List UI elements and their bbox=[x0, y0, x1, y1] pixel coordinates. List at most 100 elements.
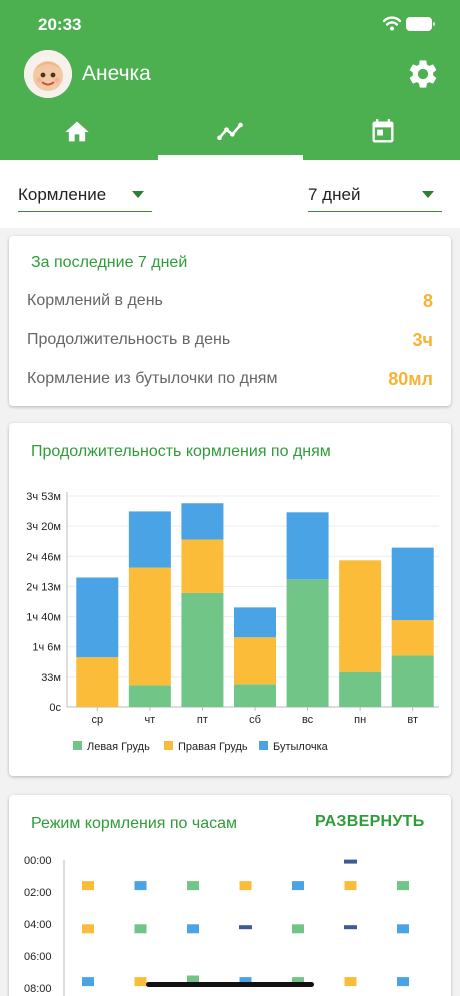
active-tab-indicator bbox=[158, 155, 303, 160]
feeding-mark bbox=[134, 977, 147, 987]
feeding-mark bbox=[82, 881, 94, 891]
chevron-down-icon bbox=[132, 191, 144, 198]
battery-icon bbox=[406, 17, 435, 31]
wifi-icon bbox=[382, 16, 402, 31]
feeding-mark bbox=[134, 881, 147, 891]
feeding-mark bbox=[239, 881, 252, 891]
legend-label: Правая Грудь bbox=[178, 741, 248, 753]
category-select[interactable]: Кормление bbox=[18, 178, 152, 212]
y-tick-label: 33м bbox=[41, 672, 61, 684]
x-tick-label: сб bbox=[249, 714, 261, 726]
hourly-chart-title: Режим кормления по часам bbox=[31, 815, 238, 832]
stat-value-duration: 3ч bbox=[412, 330, 433, 350]
gear-icon bbox=[409, 60, 437, 88]
feeding-mark bbox=[187, 881, 199, 891]
y-tick-label: 1ч 6м bbox=[32, 642, 61, 654]
status-time: 20:33 bbox=[38, 15, 82, 34]
feeding-mark bbox=[397, 977, 409, 987]
feeding-mark bbox=[397, 881, 409, 891]
feeding-mark bbox=[82, 924, 94, 934]
y-tick-label: 1ч 40м bbox=[26, 612, 61, 624]
legend-swatch bbox=[164, 741, 173, 750]
y-tick-label: 00:00 bbox=[24, 855, 52, 867]
x-tick-label: пн bbox=[354, 714, 366, 726]
y-tick-label: 04:00 bbox=[24, 919, 52, 931]
x-tick-label: вс bbox=[302, 714, 314, 726]
home-icon bbox=[64, 121, 89, 142]
trend-icon bbox=[216, 122, 243, 141]
tab-calendar[interactable] bbox=[306, 104, 459, 160]
feeding-mark bbox=[344, 977, 357, 987]
feeding-mark bbox=[239, 925, 252, 930]
legend-swatch bbox=[259, 741, 268, 750]
bar-segment bbox=[181, 539, 224, 593]
legend-swatch bbox=[73, 741, 82, 750]
bar-segment bbox=[234, 637, 276, 685]
bar-segment bbox=[286, 579, 329, 707]
bar-segment bbox=[128, 511, 171, 568]
x-tick-label: ср bbox=[91, 714, 103, 726]
duration-chart: 0с 33м 1ч 6м 1ч 40м 2ч 13м 2ч 46м 3ч 20м 3ч 53м… bbox=[26, 491, 439, 753]
bar-segment bbox=[234, 684, 276, 707]
y-tick-label: 3ч 20м bbox=[26, 521, 61, 533]
y-tick-label: 0с bbox=[49, 702, 61, 714]
x-tick-label: вт bbox=[407, 714, 418, 726]
y-tick-label: 02:00 bbox=[24, 887, 52, 899]
duration-chart-title: Продолжительность кормления по дням bbox=[31, 443, 331, 460]
hourly-chart-card: Режим кормления по часам РАЗВЕРНУТЬ 00:0… bbox=[9, 795, 451, 996]
y-tick-label: 06:00 bbox=[24, 951, 52, 963]
bar-segment bbox=[391, 655, 434, 707]
avatar[interactable] bbox=[24, 50, 72, 98]
y-tick-label: 2ч 46м bbox=[26, 551, 61, 563]
bar-segment bbox=[286, 512, 329, 580]
feeding-mark bbox=[344, 859, 357, 864]
tab-home[interactable] bbox=[0, 104, 153, 160]
feeding-mark bbox=[344, 925, 357, 930]
filter-bar: Кормление 7 дней bbox=[0, 160, 460, 228]
legend-label: Бутылочка bbox=[273, 741, 329, 753]
y-tick-label: 2ч 13м bbox=[26, 581, 61, 593]
bar-segment bbox=[391, 620, 434, 656]
feeding-mark bbox=[82, 977, 94, 987]
category-select-value: Кормление bbox=[18, 185, 107, 204]
bar-segment bbox=[181, 592, 224, 707]
bar-segment bbox=[181, 503, 224, 540]
stat-label-feeds: Кормлений в день bbox=[27, 292, 163, 309]
tab-trends[interactable] bbox=[153, 104, 306, 160]
duration-chart-card: Продолжительность кормления по дням 0с 33… bbox=[9, 423, 451, 776]
baby-avatar-icon bbox=[24, 50, 72, 98]
feeding-mark bbox=[397, 924, 409, 934]
home-indicator bbox=[146, 982, 314, 987]
bar-segment bbox=[128, 685, 171, 707]
expand-button[interactable]: РАЗВЕРНУТЬ bbox=[315, 813, 425, 830]
feeding-mark bbox=[187, 975, 199, 985]
x-tick-label: пт bbox=[197, 714, 208, 726]
stat-label-bottle: Кормление из бутылочки по дням bbox=[27, 370, 278, 387]
summary-card: За последние 7 дней Кормлений в день 8 П… bbox=[9, 236, 451, 406]
stat-value-feeds: 8 bbox=[422, 291, 433, 311]
feeding-mark bbox=[239, 977, 252, 987]
status-icons bbox=[382, 16, 435, 31]
y-tick-label: 08:00 bbox=[24, 983, 52, 995]
chevron-down-icon bbox=[422, 191, 434, 198]
feeding-mark bbox=[344, 881, 357, 891]
feeding-mark bbox=[292, 924, 304, 934]
bar-segment bbox=[391, 547, 434, 621]
app-header: 20:33 Анечка bbox=[0, 0, 460, 160]
settings-button[interactable] bbox=[406, 57, 440, 91]
stat-value-bottle: 80мл bbox=[388, 369, 433, 389]
bar-segment bbox=[234, 607, 276, 638]
summary-title: За последние 7 дней bbox=[31, 254, 188, 271]
bar-segment bbox=[339, 560, 382, 672]
feeding-mark bbox=[292, 977, 304, 987]
feeding-mark bbox=[187, 924, 199, 934]
bar-segment bbox=[339, 671, 382, 707]
period-select[interactable]: 7 дней bbox=[308, 178, 442, 212]
feeding-mark bbox=[134, 924, 147, 934]
legend-label: Левая Грудь bbox=[87, 741, 150, 753]
bar-segment bbox=[128, 567, 171, 686]
x-tick-label: чт bbox=[144, 714, 155, 726]
stat-label-duration: Продолжительность в день bbox=[27, 331, 231, 348]
calendar-icon bbox=[372, 119, 393, 143]
period-select-value: 7 дней bbox=[308, 185, 361, 204]
